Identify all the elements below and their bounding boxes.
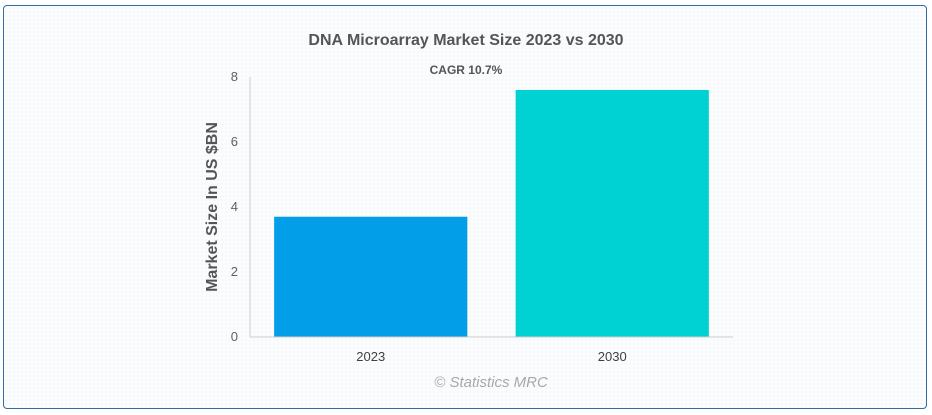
y-tick-label: 8: [231, 69, 238, 84]
x-tick-label: 2023: [356, 349, 385, 364]
y-tick-label: 2: [231, 264, 238, 279]
bars: [274, 90, 709, 337]
x-tick-label: 2030: [598, 349, 627, 364]
chart-subtitle: CAGR 10.7%: [430, 63, 503, 77]
credit-watermark: © Statistics MRC: [434, 374, 548, 391]
chart-frame: [3, 5, 927, 409]
y-tick-label: 0: [231, 329, 238, 344]
bar-2030[interactable]: [515, 90, 709, 337]
bar-2023[interactable]: [274, 216, 468, 337]
y-axis: 0 2 4 6 8: [231, 69, 238, 344]
y-tick-label: 6: [231, 134, 238, 149]
y-tick-label: 4: [231, 199, 238, 214]
x-axis: 2023 2030: [356, 349, 626, 364]
chart-title: DNA Microarray Market Size 2023 vs 2030: [308, 32, 623, 49]
y-axis-label: Market Size In US $BN: [204, 122, 221, 292]
